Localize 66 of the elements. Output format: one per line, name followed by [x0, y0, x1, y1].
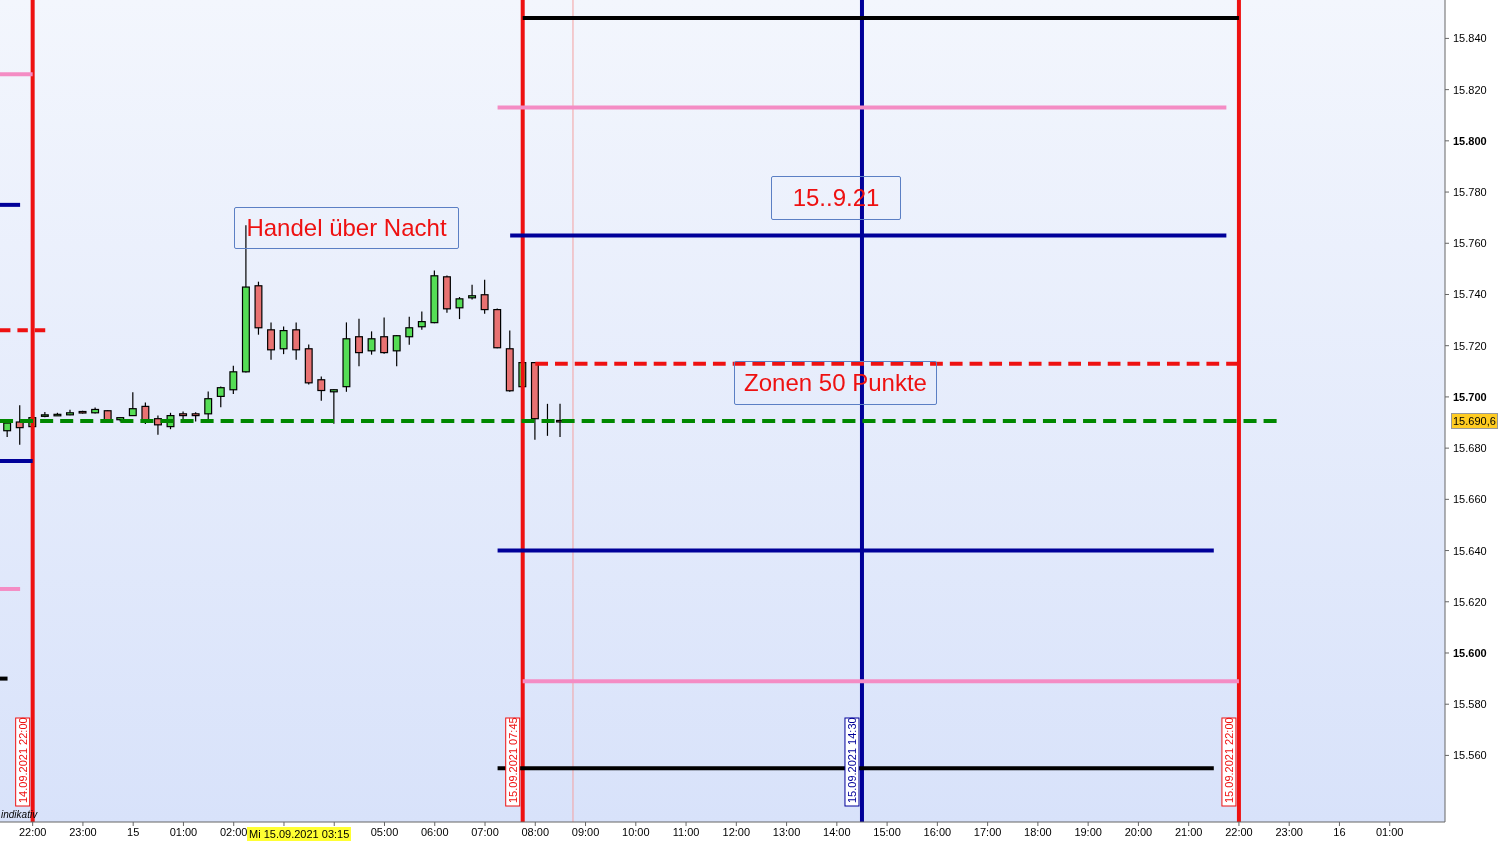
x-tick-label: 10:00 [622, 825, 650, 838]
annotation: Handel über Nacht [234, 207, 459, 249]
y-tick-label: 15.760 [1453, 237, 1487, 250]
y-tick-label: 15.640 [1453, 544, 1487, 557]
candlestick [216, 385, 225, 408]
candlestick [279, 325, 288, 355]
y-tick-label: 15.740 [1453, 288, 1487, 301]
x-tick-label: 01:00 [169, 825, 198, 838]
y-tick-label: 15.600 [1453, 646, 1487, 659]
y-tick-label: 15.840 [1453, 32, 1487, 45]
candlestick [317, 375, 326, 402]
y-tick-label: 15.660 [1453, 493, 1487, 506]
candlestick [367, 330, 376, 356]
x-tick-label: 13:00 [772, 825, 801, 838]
x-tick-label: 18:00 [1024, 825, 1052, 838]
candlestick [468, 284, 477, 301]
x-tick-label: 20:00 [1124, 825, 1153, 838]
y-tick-label: 15.680 [1453, 442, 1487, 455]
ref-line-label: 15.09.2021 14:30 [845, 717, 858, 803]
x-tick-label: 11:00 [672, 825, 700, 838]
x-tick-label: 06:00 [420, 825, 449, 838]
candlestick [15, 404, 24, 446]
x-tick-label: 12:00 [722, 825, 751, 838]
text: Mi 15.09.2021 03:15 [247, 827, 352, 841]
candlestick [355, 318, 363, 367]
text: 15.690,6 [1451, 412, 1498, 429]
y-tick-label: 15.820 [1453, 83, 1487, 96]
x-tick-label: 21:00 [1174, 825, 1203, 838]
candlestick [405, 316, 414, 346]
candlestick [329, 388, 338, 425]
x-tick-label: 23:00 [1275, 825, 1303, 838]
x-tick-label: 01:00 [1375, 825, 1404, 838]
y-tick-label: 15.700 [1453, 390, 1487, 403]
ref-line-label: 15.09.2021 22:00 [1222, 717, 1235, 803]
candlestick [417, 310, 426, 331]
candlestick [229, 365, 238, 395]
y-tick-label: 15.780 [1453, 186, 1487, 199]
x-tick-label: 16:00 [923, 825, 952, 838]
x-tick-label: 14:00 [823, 825, 851, 838]
x-tick-label: 07:00 [471, 825, 499, 838]
candlestick [292, 321, 301, 361]
x-tick-label: 19:00 [1074, 825, 1102, 838]
x-tick-label: 05:00 [370, 825, 399, 838]
candlestick [556, 403, 565, 438]
y-tick-label: 15.800 [1453, 134, 1487, 147]
x-tick-label: 09:00 [571, 825, 600, 838]
candlestick [455, 296, 464, 320]
y-tick-label: 15.720 [1453, 339, 1487, 352]
candlestick [480, 279, 489, 315]
candlestick [380, 316, 389, 355]
y-tick-label: 15.580 [1453, 698, 1487, 711]
x-tick-label: 22:00 [1225, 825, 1253, 838]
ref-line-label: 14.09.2021 22:00 [16, 717, 29, 803]
x-tick-label: 17:00 [973, 825, 1002, 838]
y-tick-label: 15.560 [1453, 749, 1487, 762]
candlestick [267, 321, 276, 361]
x-tick-label: 02:00 [219, 825, 248, 838]
ref-line-label: 15.09.2021 07:45 [506, 717, 519, 803]
x-tick-label: 23:00 [69, 825, 97, 838]
y-tick-label: 15.620 [1453, 595, 1487, 608]
x-tick-label: 15 [127, 825, 140, 838]
x-tick-label: 15:00 [873, 825, 901, 838]
x-tick-label: 16 [1333, 825, 1346, 838]
candlestick [392, 334, 401, 367]
x-tick-label: 22:00 [18, 825, 47, 838]
x-tick-label: 08:00 [521, 825, 550, 838]
